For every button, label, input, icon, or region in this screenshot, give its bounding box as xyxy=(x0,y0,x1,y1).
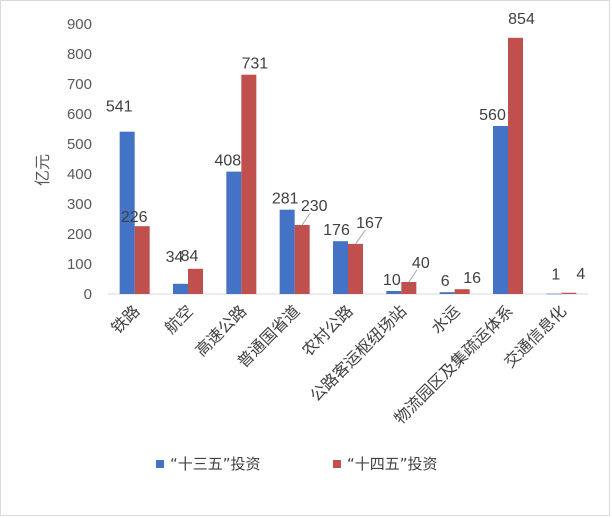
data-label: 1 xyxy=(551,267,560,284)
data-label: 16 xyxy=(463,270,481,287)
bar xyxy=(546,293,562,295)
y-tick-label: 400 xyxy=(67,166,92,183)
data-label: 541 xyxy=(106,99,133,116)
legend-swatch-series-1 xyxy=(156,460,164,468)
data-labels-layer: 541 34 408 281 176 10 6 560 1 226 84 731 230 167 40 16 8… xyxy=(106,11,586,290)
data-label: 40 xyxy=(412,255,430,272)
data-label: 6 xyxy=(441,273,450,290)
data-label: 281 xyxy=(272,191,299,208)
bar xyxy=(188,268,203,294)
data-label: 731 xyxy=(241,56,268,73)
y-tick-label: 500 xyxy=(67,136,92,153)
x-tick-label: 公路客运枢纽场站 xyxy=(306,301,410,405)
y-tick-label: 600 xyxy=(67,106,92,123)
legend-label-series-1: “十三五”投资 xyxy=(170,455,261,473)
bars-layer xyxy=(119,37,577,295)
legend-swatch-series-2 xyxy=(333,460,341,468)
data-label: 176 xyxy=(323,222,350,239)
bar xyxy=(561,292,577,294)
x-tick-label: 水运 xyxy=(427,301,463,337)
bar xyxy=(241,74,257,294)
data-label: 408 xyxy=(214,153,241,170)
data-label: 854 xyxy=(508,11,535,28)
data-label: 560 xyxy=(479,107,506,124)
bar xyxy=(333,241,348,294)
x-tick-label: 航空 xyxy=(161,301,197,337)
x-tick-label: 铁路 xyxy=(107,301,143,337)
bar xyxy=(119,131,135,294)
legend-label-series-2: “十四五”投资 xyxy=(347,455,438,473)
bar xyxy=(279,209,295,294)
leader-line xyxy=(355,229,366,245)
data-label: 84 xyxy=(181,248,199,265)
data-label: 230 xyxy=(301,198,328,215)
y-tick-label: 800 xyxy=(67,46,92,63)
leader-line xyxy=(301,212,311,226)
y-tick-label: 200 xyxy=(67,226,92,243)
leader-line xyxy=(408,269,418,283)
bar xyxy=(173,283,188,294)
y-tick-label: 900 xyxy=(67,16,92,33)
bar xyxy=(508,37,523,295)
bar xyxy=(134,226,150,294)
bar xyxy=(226,171,242,294)
y-tick-label: 300 xyxy=(67,196,92,213)
bar xyxy=(386,291,402,294)
bar xyxy=(401,282,417,294)
y-tick-label: 700 xyxy=(67,76,92,93)
y-tick-label: 0 xyxy=(84,286,92,303)
y-axis-label: 亿元 xyxy=(33,154,52,186)
data-label: 10 xyxy=(383,272,401,289)
y-tick-label: 100 xyxy=(67,256,92,273)
bar xyxy=(348,243,363,294)
bar xyxy=(493,126,508,294)
data-label: 226 xyxy=(121,209,148,226)
legend: “十三五”投资 “十四五”投资 xyxy=(156,455,438,473)
data-label: 167 xyxy=(356,215,383,232)
data-label: 34 xyxy=(166,249,184,266)
data-label: 4 xyxy=(576,266,585,283)
bar xyxy=(454,289,470,294)
bar xyxy=(294,225,310,294)
bar xyxy=(439,292,455,294)
